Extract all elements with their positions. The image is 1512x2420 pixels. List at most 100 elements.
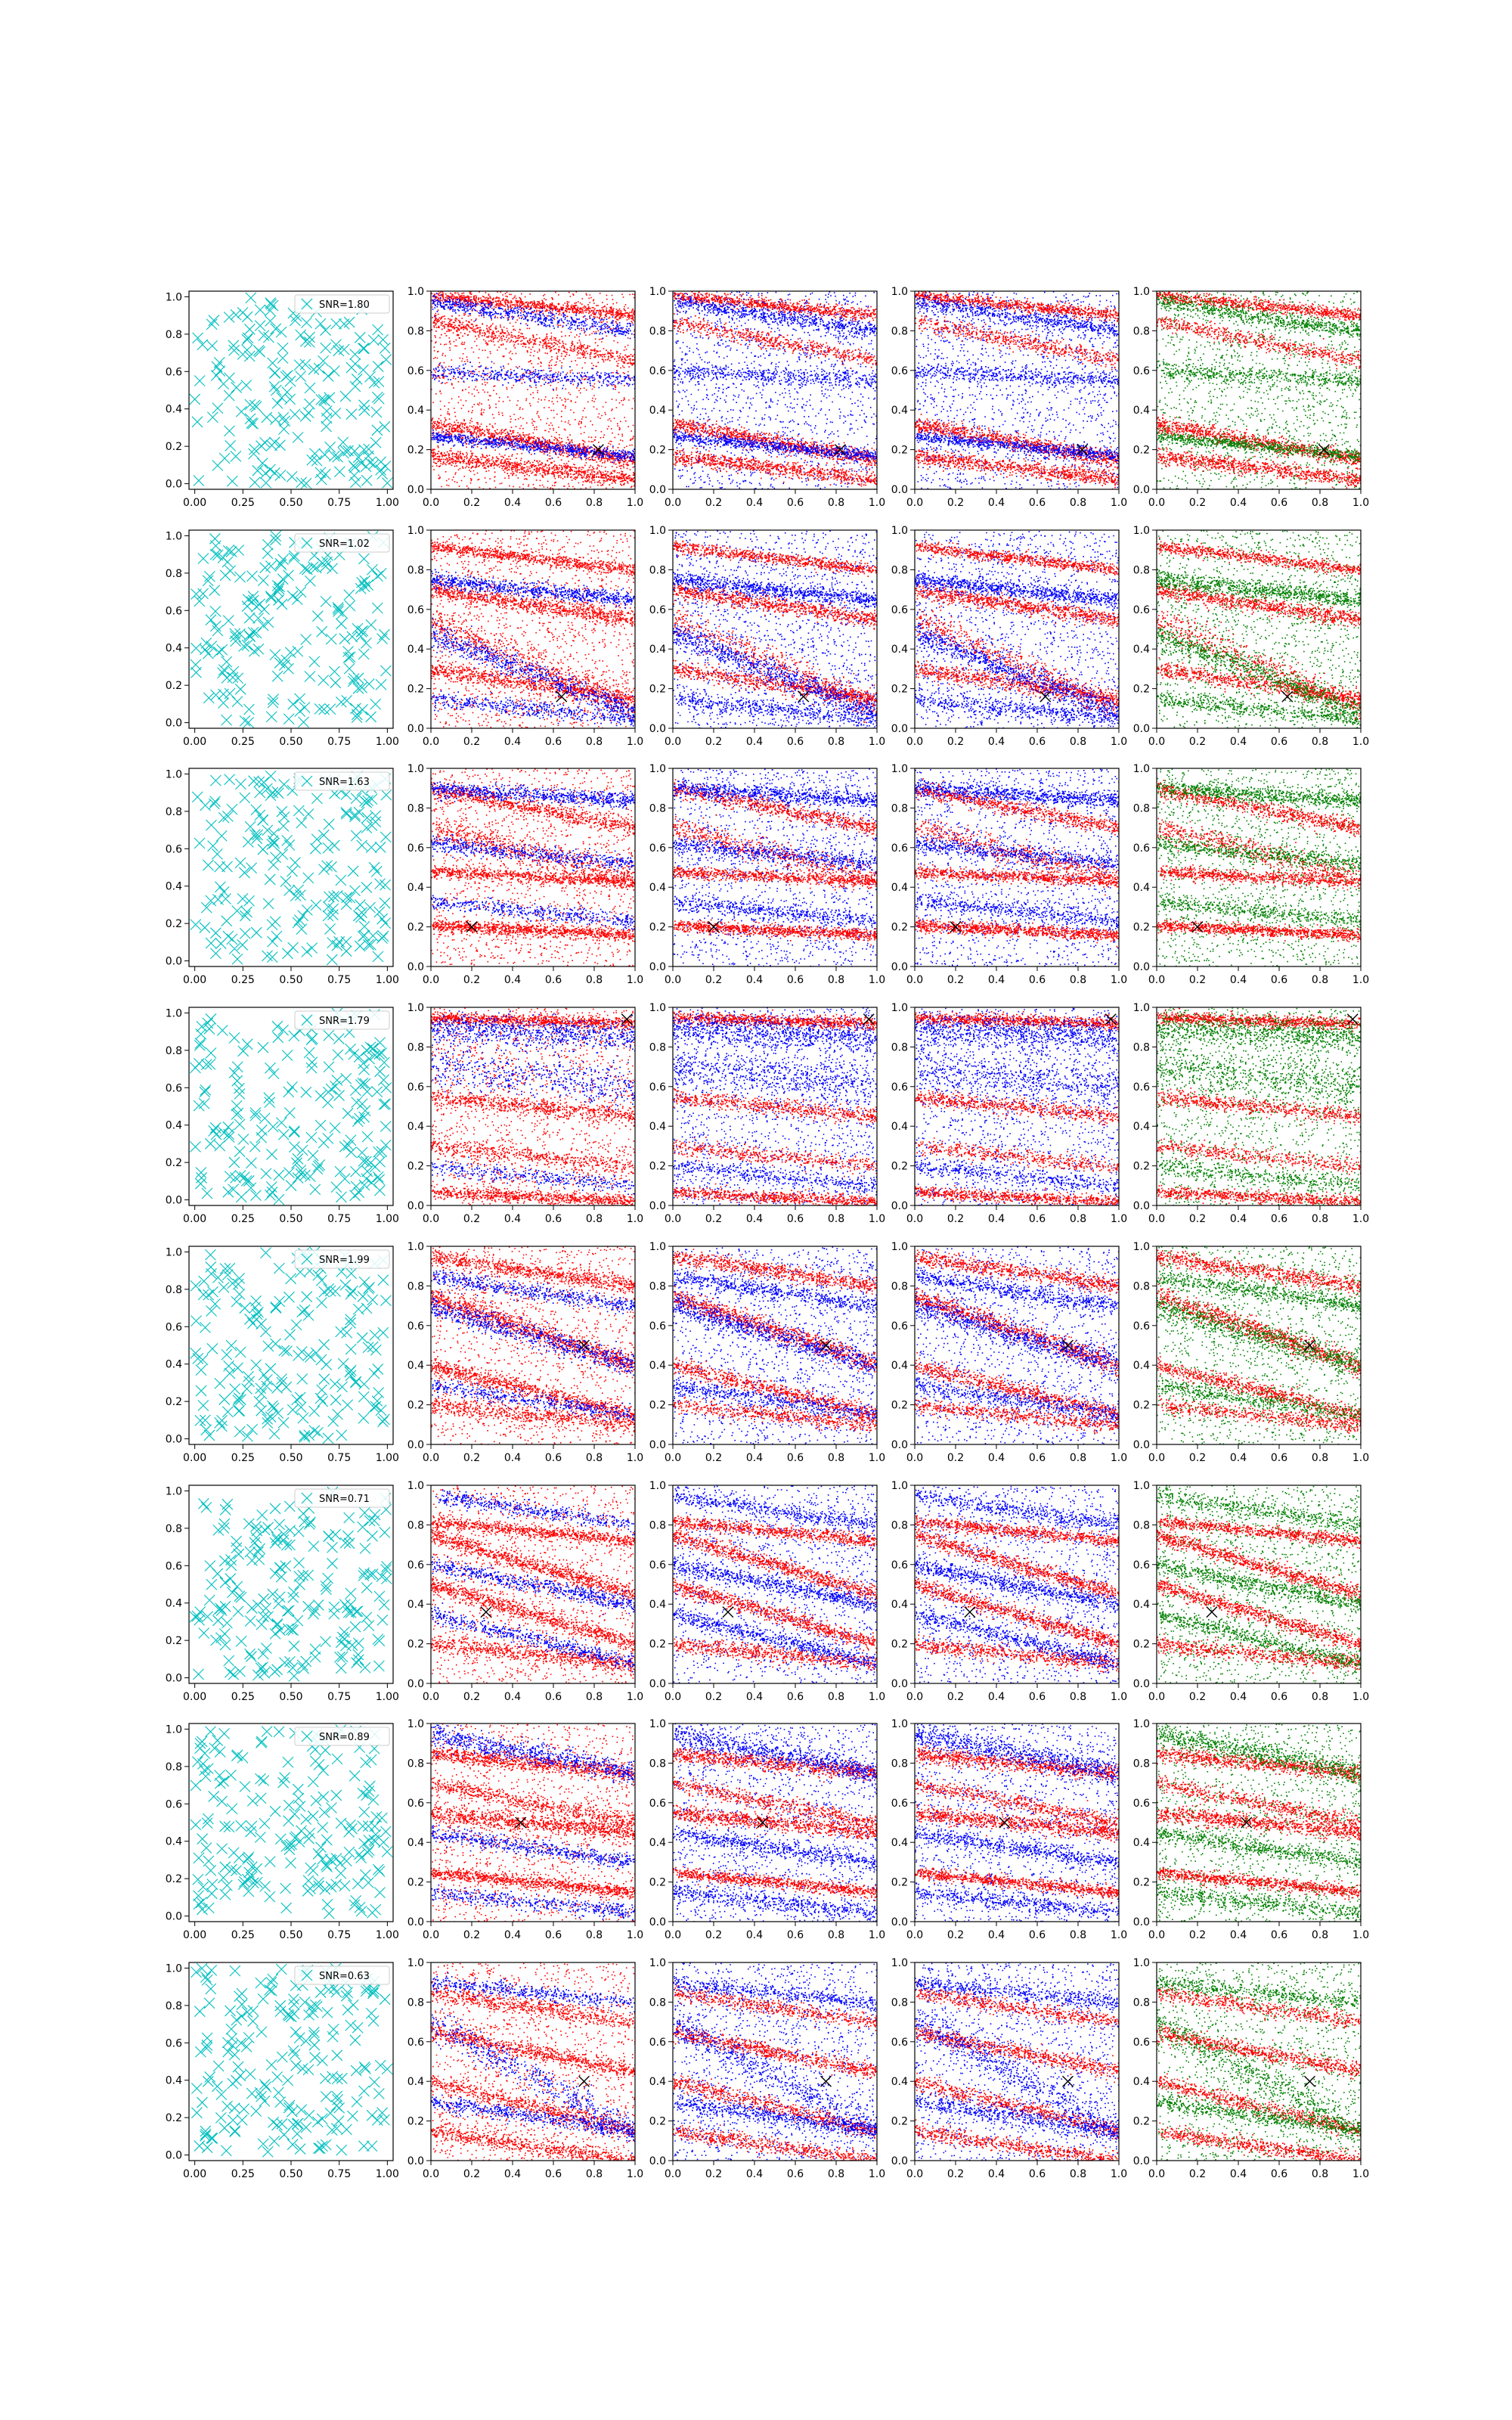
panel-r3-c1-ytick-label: 0.6: [407, 1081, 424, 1094]
panel-r7-c3-ytick-label: 0.2: [891, 2116, 908, 2128]
panel-r4-c0-xtick-label: 0.00: [183, 1452, 206, 1464]
panel-r5-c2-xtick-label: 0.6: [787, 1691, 804, 1703]
panel-r5-c3-ytick-label: 0.4: [891, 1599, 908, 1611]
panel-r1-c3-ytick-label: 0.6: [891, 604, 908, 616]
panel-r7-c3-xtick-label: 0.8: [1070, 2168, 1086, 2180]
panel-r2-c3-xtick-label: 1.0: [1111, 974, 1127, 986]
panel-r2-c4-xtick-label: 0.4: [1230, 974, 1247, 986]
panel-r4-c2-ytick-label: 0.0: [649, 1439, 666, 1451]
panel-r6-c2-xtick-label: 0.6: [787, 1929, 804, 1941]
panel-r5-c1-xtick-label: 0.2: [463, 1691, 480, 1703]
panel-r7-c3-ytick-label: 1.0: [891, 1957, 908, 1969]
panel-r5-c1-xtick-label: 0.6: [545, 1691, 562, 1703]
panel-r1-c3-xtick-label: 0.8: [1070, 736, 1086, 748]
panel-r5-c4-xtick-label: 0.8: [1312, 1691, 1328, 1703]
panel-r2-c3-ytick-label: 1.0: [891, 763, 908, 775]
panel-r4-c0-xtick-label: 1.00: [376, 1452, 399, 1464]
panel-r4-c1-ytick-label: 0.2: [407, 1400, 424, 1412]
panel-r1-c0-ytick-label: 0.4: [166, 643, 182, 655]
panel-r2-c2-ytick-label: 0.2: [649, 922, 666, 934]
panel-r3-c1-ytick-label: 0.0: [407, 1200, 424, 1212]
panel-r4-c0-xtick-label: 0.25: [231, 1452, 255, 1464]
panel-r0-c4-ytick-label: 0.2: [1133, 445, 1150, 457]
panel-r4-c2-ytick-label: 0.8: [649, 1280, 666, 1292]
panel-r5-c2-xtick-label: 0.8: [828, 1691, 844, 1703]
panel-r3-c4-ytick-label: 0.0: [1133, 1200, 1150, 1212]
panel-r7-c3-ytick-label: 0.6: [891, 2037, 908, 2049]
panel-r3-c2-xtick-label: 0.8: [828, 1213, 844, 1225]
panel-r5-c1-ytick-label: 1.0: [407, 1480, 424, 1492]
panel-r2-c3-ytick-label: 0.2: [891, 922, 908, 934]
panel-r5-c1-xtick-label: 1.0: [627, 1691, 643, 1703]
panel-r0-c0-ytick-label: 1.0: [166, 291, 182, 303]
panel-r2-c0-ytick-label: 1.0: [166, 768, 182, 780]
panel-r3-c3-xtick-label: 0.0: [906, 1213, 923, 1225]
panel-r1-c4-ytick-label: 0.0: [1133, 723, 1150, 735]
panel-r3-c4-xtick-label: 0.2: [1189, 1213, 1206, 1225]
panel-r7-c0-ytick-label: 0.4: [166, 2075, 182, 2087]
panel-r3-c2-xtick-label: 0.2: [705, 1213, 722, 1225]
panel-r0-c3-xtick-label: 0.4: [988, 497, 1005, 509]
panel-r2-c1-ytick-label: 1.0: [407, 763, 424, 775]
panel-r2-c3-ytick-label: 0.4: [891, 882, 908, 894]
panel-r3-c0-ytick-label: 0.2: [166, 1157, 182, 1169]
panel-r1-c1-ytick-label: 0.0: [407, 723, 424, 735]
panel-r1-c2-xtick-label: 0.0: [665, 736, 681, 748]
panel-r6-c4-xtick-label: 0.0: [1148, 1929, 1165, 1941]
panel-r2-c1-xtick-label: 0.2: [463, 974, 480, 986]
panel-r3-c1-xtick-label: 0.8: [586, 1213, 603, 1225]
panel-r7-c3-ytick-label: 0.8: [891, 1996, 908, 2009]
panel-r4-c2-xtick-label: 0.0: [665, 1452, 681, 1464]
panel-r2-c4-ytick-label: 1.0: [1133, 763, 1150, 775]
panel-r7-c1-ytick-label: 0.4: [407, 2076, 424, 2088]
legend-snr-label: SNR=1.63: [319, 777, 370, 788]
panel-r6-c2-ytick-label: 0.8: [649, 1758, 666, 1770]
panel-r3-c2-xtick-label: 0.6: [787, 1213, 804, 1225]
panel-r4-c4-ytick-label: 0.2: [1133, 1400, 1150, 1412]
panel-r7-c0-xtick-label: 0.50: [279, 2168, 302, 2180]
panel-r6-c3-ytick-label: 0.6: [891, 1798, 908, 1810]
panel-r7-c3-ytick-label: 0.4: [891, 2076, 908, 2088]
panel-r2-c4-xtick-label: 0.2: [1189, 974, 1206, 986]
panel-r7-c2-xtick-label: 0.6: [787, 2168, 804, 2180]
panel-r7-c0-ytick-label: 0.2: [166, 2112, 182, 2124]
panel-r3-c0-ytick-label: 0.8: [166, 1045, 182, 1057]
panel-r4-c1-xtick-label: 0.4: [504, 1452, 521, 1464]
panel-r4-c3-xtick-label: 1.0: [1111, 1452, 1127, 1464]
panel-r1-c3-ytick-label: 0.2: [891, 684, 908, 696]
panel-r1-c4-xtick-label: 0.0: [1148, 736, 1165, 748]
panel-r0-c4-ytick-label: 0.4: [1133, 405, 1150, 417]
panel-r6-c4-xtick-label: 0.4: [1230, 1929, 1247, 1941]
panel-r7-c3-ytick-label: 0.0: [891, 2155, 908, 2167]
panel-r2-c2-ytick-label: 1.0: [649, 763, 666, 775]
panel-r4-c0-ytick-label: 1.0: [166, 1246, 182, 1258]
panel-r6-c1-ytick-label: 1.0: [407, 1718, 424, 1730]
panel-r1-c1-xtick-label: 0.2: [463, 736, 480, 748]
panel-r6-c0-xtick-label: 0.50: [279, 1929, 302, 1941]
panel-r0-c0-xtick-label: 0.75: [327, 497, 351, 509]
panel-r2-c1-ytick-label: 0.8: [407, 802, 424, 814]
panel-r1-c3-xtick-label: 0.2: [947, 736, 964, 748]
panel-r3-c0-ytick-label: 0.6: [166, 1082, 182, 1094]
panel-r0-c1-xtick-label: 0.6: [545, 497, 562, 509]
panel-r7-c0-xtick-label: 0.00: [183, 2168, 206, 2180]
panel-r1-c4-ytick-label: 0.4: [1133, 644, 1150, 656]
panel-r6-c2-ytick-label: 0.0: [649, 1916, 666, 1928]
panel-r5-c2-ytick-label: 1.0: [649, 1480, 666, 1492]
panel-r2-c0-ytick-label: 0.0: [166, 956, 182, 968]
panel-r7-c4-ytick-label: 0.6: [1133, 2037, 1150, 2049]
panel-r7-c3-xtick-label: 0.0: [906, 2168, 923, 2180]
panel-r3-c4-ytick-label: 0.8: [1133, 1041, 1150, 1053]
panel-r3-c3-ytick-label: 0.0: [891, 1200, 908, 1212]
panel-r1-c3-xtick-label: 0.0: [906, 736, 923, 748]
panel-r1-c2-ytick-label: 0.8: [649, 564, 666, 576]
panel-r1-c2-ytick-label: 1.0: [649, 525, 666, 537]
panel-r7-c1-xtick-label: 1.0: [627, 2168, 643, 2180]
panel-r1-c0-ytick-label: 0.0: [166, 718, 182, 730]
panel-r2-c1-xtick-label: 1.0: [627, 974, 643, 986]
panel-r4-c1-xtick-label: 0.8: [586, 1452, 603, 1464]
panel-r4-c0-ytick-label: 0.0: [166, 1434, 182, 1446]
panel-r5-c3-xtick-label: 0.6: [1029, 1691, 1046, 1703]
panel-r3-c2-ytick-label: 0.6: [649, 1081, 666, 1094]
